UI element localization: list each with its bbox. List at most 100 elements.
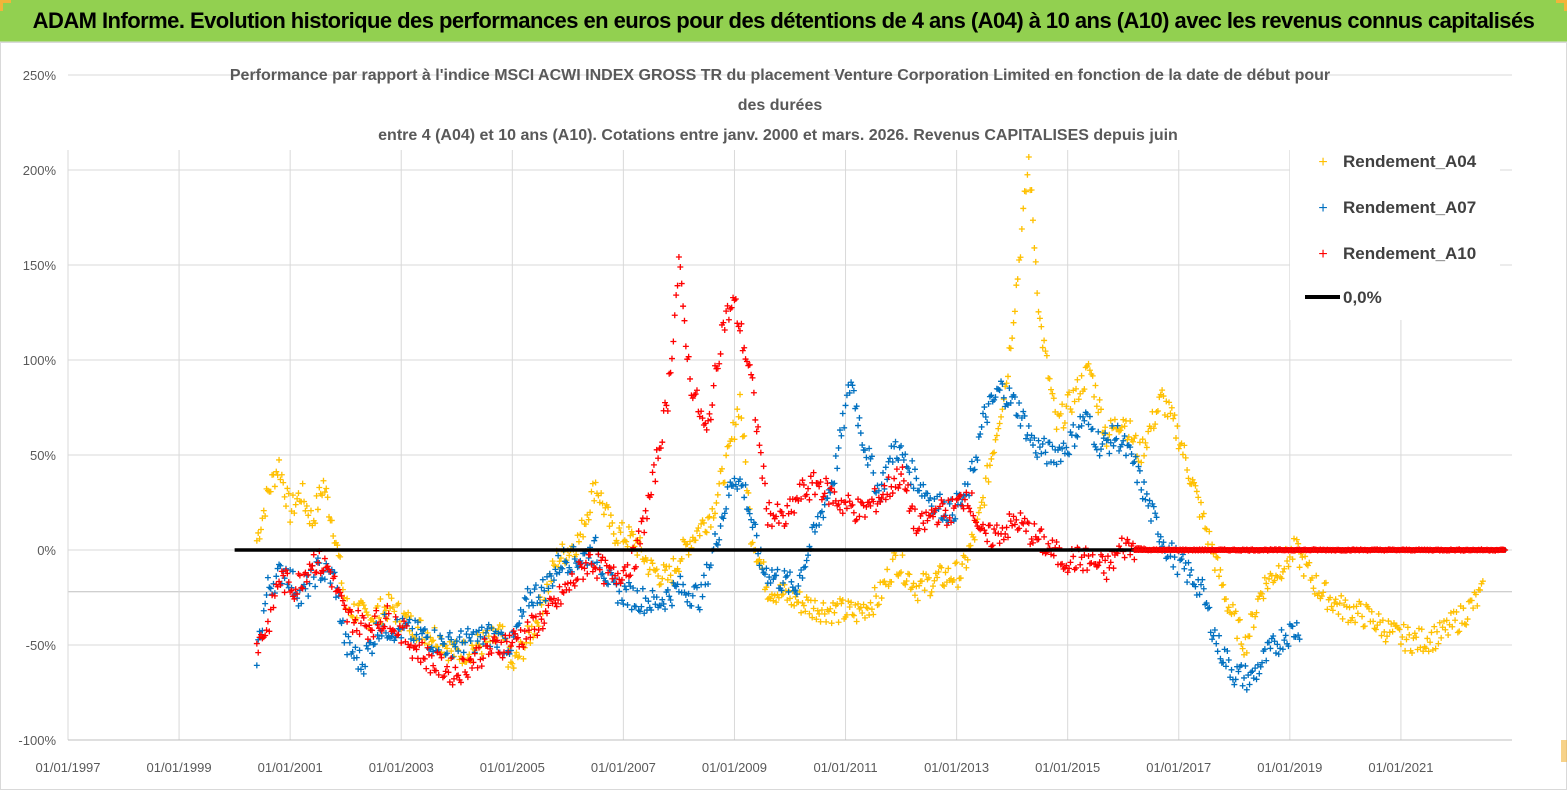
- data-point: [627, 572, 634, 579]
- data-point: [952, 502, 959, 509]
- data-point: [780, 591, 787, 598]
- data-point: [1032, 449, 1039, 456]
- data-point: [973, 519, 980, 526]
- data-point: [416, 635, 423, 642]
- data-point: [1031, 434, 1038, 441]
- data-point: [934, 574, 941, 581]
- data-point: [539, 576, 546, 583]
- data-point: [1452, 617, 1459, 624]
- data-point: [1004, 534, 1011, 541]
- data-point: [724, 483, 731, 490]
- resize-handle-right[interactable]: [1561, 740, 1567, 762]
- data-point: [616, 588, 623, 595]
- data-point: [331, 573, 338, 580]
- data-point: [599, 570, 606, 577]
- x-tick-label: 01/01/2011: [813, 760, 877, 775]
- data-point: [916, 487, 923, 494]
- data-point: [550, 577, 557, 584]
- data-point: [467, 638, 474, 645]
- data-point: [916, 525, 923, 532]
- data-point: [941, 513, 948, 520]
- data-point: [1043, 460, 1050, 467]
- data-point: [898, 442, 905, 449]
- data-point: [349, 629, 356, 636]
- data-point: [1131, 458, 1138, 465]
- data-point: [925, 574, 932, 581]
- data-point: [680, 303, 687, 310]
- data-point: [349, 613, 356, 620]
- data-point: [1175, 445, 1182, 452]
- data-point: [1192, 583, 1199, 590]
- data-point: [523, 596, 530, 603]
- data-point: [521, 644, 528, 651]
- data-point: [1023, 435, 1030, 442]
- data-point: [910, 580, 917, 587]
- data-point: [664, 407, 671, 414]
- data-point: [1049, 443, 1056, 450]
- data-point: [803, 594, 810, 601]
- data-point: [981, 527, 988, 534]
- data-point: [545, 602, 552, 609]
- data-point: [301, 581, 308, 588]
- selection-corner-top-right[interactable]: [1556, 0, 1567, 11]
- data-point: [353, 654, 360, 661]
- data-point: [674, 581, 681, 588]
- data-point: [339, 617, 346, 624]
- data-point: [988, 455, 995, 462]
- data-point: [592, 565, 599, 572]
- data-point: [624, 561, 631, 568]
- data-point: [1459, 620, 1466, 627]
- data-point: [1009, 335, 1016, 342]
- data-point: [857, 604, 864, 611]
- data-point: [810, 521, 817, 528]
- data-point: [868, 453, 875, 460]
- data-point: [455, 648, 462, 655]
- data-point: [1074, 376, 1081, 383]
- data-point: [339, 597, 346, 604]
- data-point: [820, 493, 827, 500]
- data-point: [756, 442, 763, 449]
- data-point: [1316, 590, 1322, 597]
- data-point: [853, 516, 860, 523]
- data-point: [1172, 435, 1179, 442]
- data-point: [1067, 429, 1074, 436]
- data-point: [817, 478, 824, 485]
- data-point: [1210, 632, 1217, 639]
- data-point: [787, 595, 793, 602]
- data-point: [360, 670, 367, 677]
- data-point: [595, 551, 602, 558]
- data-point: [673, 292, 680, 299]
- data-point: [974, 457, 981, 464]
- data-point: [556, 569, 563, 576]
- data-point: [1085, 552, 1092, 559]
- data-point: [377, 618, 384, 625]
- data-point: [688, 602, 695, 609]
- data-point: [409, 625, 416, 632]
- data-point: [1257, 663, 1264, 670]
- data-point: [630, 585, 637, 592]
- data-point: [741, 344, 748, 351]
- data-point: [599, 554, 606, 561]
- data-point: [1132, 453, 1139, 460]
- data-point: [1075, 424, 1082, 431]
- data-point: [1095, 562, 1102, 569]
- data-point: [499, 654, 506, 661]
- data-point: [535, 626, 542, 633]
- data-point: [910, 485, 917, 492]
- data-point: [748, 540, 755, 547]
- data-point: [759, 475, 766, 482]
- data-point: [759, 566, 766, 573]
- data-point: [1053, 539, 1060, 546]
- data-point: [1017, 509, 1024, 516]
- data-point: [891, 443, 898, 450]
- data-point: [888, 578, 895, 585]
- data-point: [1241, 674, 1248, 681]
- data-point: [982, 475, 989, 482]
- data-point: [685, 590, 692, 597]
- data-point: [1148, 517, 1154, 524]
- data-point: [705, 581, 712, 588]
- data-point: [1427, 639, 1434, 646]
- data-point: [1285, 643, 1292, 650]
- selection-corner-top-left[interactable]: [0, 0, 11, 11]
- data-point: [369, 650, 376, 657]
